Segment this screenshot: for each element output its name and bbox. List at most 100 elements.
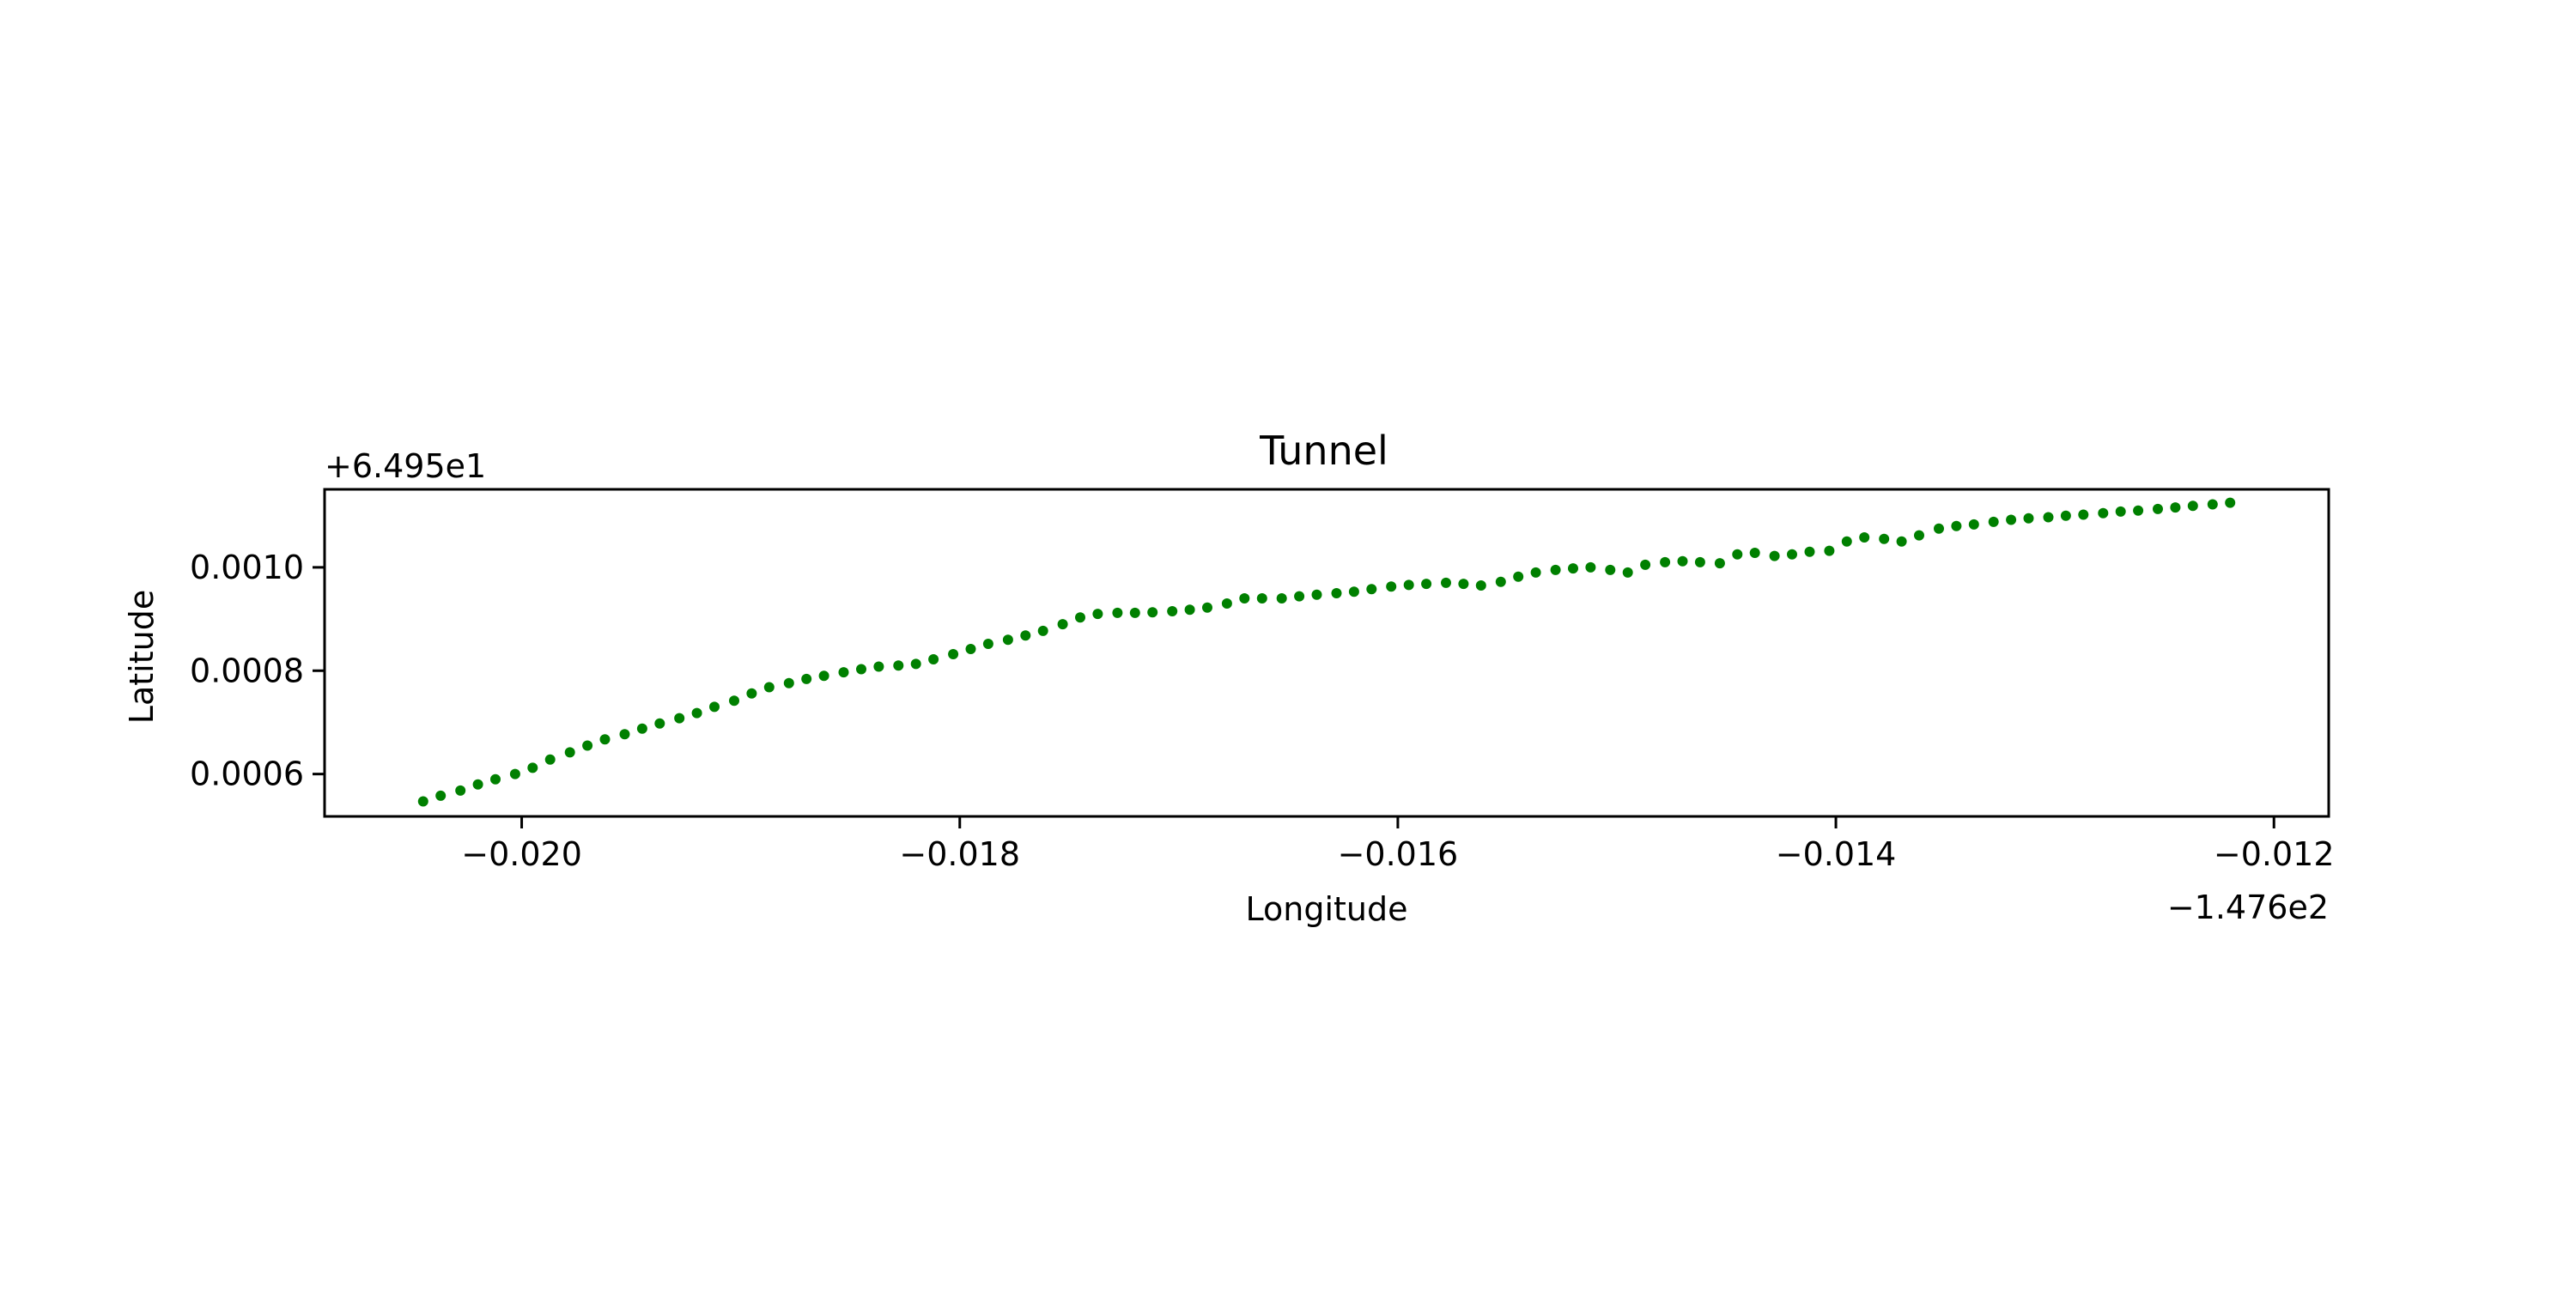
data-point bbox=[509, 768, 520, 779]
data-point bbox=[1550, 564, 1561, 575]
y-tick-label: 0.0010 bbox=[190, 549, 304, 586]
data-point bbox=[2187, 500, 2198, 512]
axis-ticks: −0.020 −0.018 −0.016 −0.014 −0.012 0.0006 0.00… bbox=[190, 549, 2335, 873]
data-point bbox=[709, 701, 720, 713]
data-point bbox=[1879, 533, 1890, 544]
data-point bbox=[1714, 558, 1725, 569]
data-point bbox=[1622, 567, 1633, 578]
data-point bbox=[1002, 634, 1013, 646]
data-point bbox=[599, 734, 611, 745]
data-point bbox=[1988, 516, 1999, 527]
data-point bbox=[746, 688, 757, 699]
data-point bbox=[1112, 607, 1123, 618]
data-point bbox=[2006, 514, 2017, 525]
x-tick-label: −0.020 bbox=[461, 835, 582, 873]
x-tick-label: −0.012 bbox=[2214, 835, 2335, 873]
data-point bbox=[783, 677, 794, 688]
x-tick-label: −0.016 bbox=[1338, 835, 1459, 873]
data-point bbox=[1057, 619, 1068, 630]
data-point bbox=[1787, 549, 1797, 560]
data-point bbox=[1202, 602, 1212, 613]
data-point bbox=[1495, 576, 1506, 587]
data-point bbox=[1221, 598, 1232, 609]
data-point bbox=[691, 707, 702, 719]
data-point bbox=[455, 785, 466, 796]
data-point bbox=[1441, 577, 1451, 588]
data-point bbox=[2078, 509, 2089, 520]
data-point bbox=[729, 695, 739, 707]
data-point bbox=[1968, 519, 1979, 530]
data-point bbox=[2060, 510, 2071, 521]
data-point bbox=[636, 723, 647, 734]
data-point bbox=[1513, 571, 1524, 582]
x-tick-label: −0.018 bbox=[899, 835, 1020, 873]
data-point bbox=[582, 740, 593, 751]
data-point bbox=[763, 682, 775, 693]
data-point bbox=[435, 790, 447, 801]
data-point bbox=[2133, 505, 2144, 516]
data-point bbox=[2170, 502, 2181, 513]
data-point bbox=[2153, 503, 2163, 514]
data-point bbox=[1020, 630, 1031, 641]
data-point bbox=[2115, 506, 2126, 517]
y-tick-label: 0.0006 bbox=[190, 755, 304, 793]
data-point bbox=[674, 713, 685, 724]
data-point bbox=[1092, 609, 1103, 620]
data-point bbox=[1421, 579, 1432, 590]
data-point bbox=[982, 639, 993, 649]
data-point bbox=[801, 673, 812, 684]
data-point bbox=[1859, 532, 1870, 543]
data-point bbox=[1951, 520, 1962, 531]
data-point bbox=[1640, 559, 1651, 570]
data-point bbox=[619, 729, 630, 740]
data-point bbox=[654, 718, 665, 729]
data-point bbox=[893, 660, 904, 671]
data-point bbox=[1677, 555, 1688, 567]
data-point bbox=[1841, 536, 1852, 547]
data-point bbox=[948, 649, 959, 659]
data-point bbox=[527, 762, 538, 773]
data-point bbox=[1311, 589, 1322, 600]
y-tick-label: 0.0008 bbox=[190, 652, 304, 689]
data-point bbox=[1475, 580, 1486, 591]
data-point bbox=[818, 670, 829, 682]
data-point bbox=[856, 664, 866, 675]
data-point bbox=[928, 654, 939, 664]
data-point bbox=[873, 661, 884, 672]
data-point bbox=[1568, 563, 1578, 574]
data-point bbox=[1239, 593, 1250, 604]
data-point bbox=[1276, 593, 1287, 604]
plot-area-frame bbox=[323, 488, 2330, 818]
data-point bbox=[1294, 591, 1305, 602]
data-point bbox=[472, 779, 483, 790]
data-point bbox=[1386, 581, 1397, 592]
data-point bbox=[1348, 586, 1359, 597]
data-points bbox=[417, 497, 2236, 807]
data-point bbox=[1403, 579, 1414, 591]
data-point bbox=[965, 644, 976, 654]
data-point bbox=[1366, 584, 1377, 595]
data-point bbox=[1129, 607, 1140, 618]
data-point bbox=[1458, 579, 1469, 590]
data-point bbox=[490, 773, 501, 785]
data-point bbox=[1530, 567, 1541, 578]
data-point bbox=[417, 796, 428, 807]
x-axis-label: Longitude bbox=[1246, 890, 1408, 928]
data-point bbox=[2043, 512, 2054, 523]
data-point bbox=[1694, 556, 1705, 567]
data-point bbox=[1605, 564, 1616, 575]
data-point bbox=[1184, 604, 1195, 616]
data-point bbox=[1585, 561, 1596, 573]
data-point bbox=[1256, 593, 1267, 604]
data-point bbox=[1167, 606, 1178, 616]
y-axis-offset-label: +6.495e1 bbox=[325, 447, 486, 485]
data-point bbox=[1749, 548, 1760, 558]
y-axis-label: Latitude bbox=[123, 590, 161, 724]
data-point bbox=[2098, 507, 2109, 519]
data-point bbox=[838, 667, 849, 678]
data-point bbox=[1804, 546, 1815, 557]
data-point bbox=[910, 658, 921, 670]
data-point bbox=[564, 747, 575, 758]
data-point bbox=[1732, 549, 1743, 560]
